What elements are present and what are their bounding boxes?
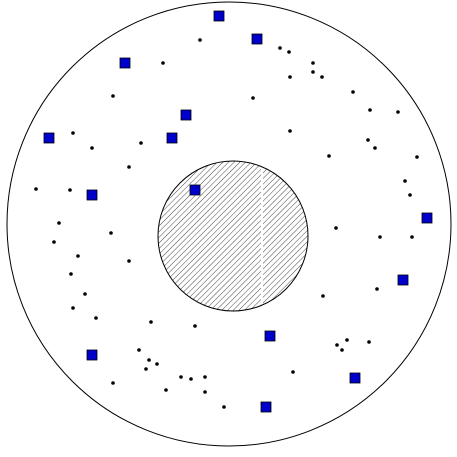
square	[166, 132, 178, 144]
dot	[164, 388, 168, 392]
dot	[83, 292, 87, 296]
square	[260, 401, 272, 413]
square	[264, 330, 276, 342]
dot	[366, 138, 370, 142]
dot	[203, 375, 207, 379]
square	[119, 57, 131, 69]
dot	[149, 320, 153, 324]
inner-hatch	[158, 161, 308, 311]
dot	[34, 187, 38, 191]
dots	[34, 38, 419, 409]
dot	[278, 46, 282, 50]
dot	[367, 340, 371, 344]
dot	[111, 381, 115, 385]
dot	[288, 129, 292, 133]
dot	[193, 324, 197, 328]
dot	[373, 146, 377, 150]
dot	[288, 75, 292, 79]
dot	[52, 240, 56, 244]
square	[86, 349, 98, 361]
dot	[396, 110, 400, 114]
dot	[311, 70, 315, 74]
dot	[68, 188, 72, 192]
dot	[287, 50, 291, 54]
dot	[415, 155, 419, 159]
dot	[69, 272, 73, 276]
dot	[179, 375, 183, 379]
dot	[147, 358, 151, 362]
dot	[57, 221, 61, 225]
dot	[403, 179, 407, 183]
square	[86, 189, 98, 201]
dot	[127, 259, 131, 263]
dot	[410, 235, 414, 239]
square	[251, 33, 263, 45]
dot	[71, 131, 75, 135]
dot	[351, 90, 355, 94]
dot	[408, 193, 412, 197]
dot	[345, 338, 349, 342]
dot	[311, 61, 315, 65]
dot	[71, 306, 75, 310]
squares	[43, 10, 433, 413]
inner-region	[157, 160, 309, 312]
dot	[109, 231, 113, 235]
dot	[378, 235, 382, 239]
square	[43, 132, 55, 144]
dot	[189, 377, 193, 381]
square	[180, 109, 192, 121]
dot	[368, 108, 372, 112]
dot	[291, 370, 295, 374]
dot	[111, 94, 115, 98]
dot	[203, 390, 207, 394]
dot	[321, 294, 325, 298]
dot	[139, 141, 143, 145]
square	[397, 274, 409, 286]
dot	[90, 146, 94, 150]
dot	[161, 61, 165, 65]
dot	[334, 226, 338, 230]
dot	[375, 287, 379, 291]
dot	[155, 362, 159, 366]
dot	[198, 38, 202, 42]
dot	[251, 96, 255, 100]
square	[189, 184, 201, 196]
dot	[335, 343, 339, 347]
dot	[320, 75, 324, 79]
square	[349, 372, 361, 384]
dot	[76, 254, 80, 258]
dot	[144, 367, 148, 371]
dot	[137, 348, 141, 352]
inner-boundary	[157, 160, 309, 312]
dot	[340, 348, 344, 352]
square	[421, 212, 433, 224]
dot	[327, 154, 331, 158]
dot	[222, 405, 226, 409]
dot	[127, 165, 131, 169]
square	[213, 10, 225, 22]
dot	[94, 316, 98, 320]
